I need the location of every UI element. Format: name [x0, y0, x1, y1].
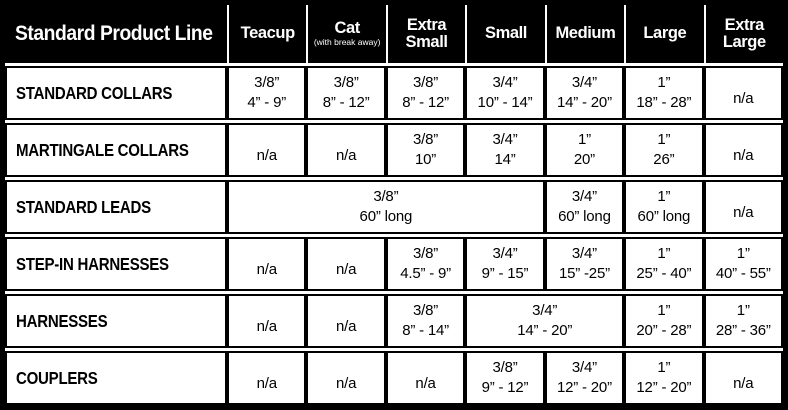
size-cell: 1” 26” — [624, 123, 704, 177]
size-cell: 3/8” 4” - 9” — [227, 66, 307, 120]
size-cell: 3/8” 4.5” - 9” — [385, 237, 466, 291]
size-cell: 1” 28” - 36” — [703, 294, 783, 348]
column-header-subtext: (with break away) — [313, 37, 381, 48]
column-header-label: Extra Small — [405, 15, 448, 51]
row-label-standard-leads: STANDARD LEADS — [5, 180, 227, 234]
row-label-couplers: COUPLERS — [5, 351, 227, 405]
na-cell: n/a — [306, 351, 386, 405]
size-cell: 3/8” 9” - 12” — [465, 351, 545, 405]
na-cell: n/a — [306, 294, 386, 348]
row-label-standard-collars: STANDARD COLLARS — [5, 66, 227, 120]
na-cell: n/a — [227, 237, 307, 291]
table-title: Standard Product Line — [15, 22, 213, 45]
row-label-text: STEP-IN HARNESSES — [16, 253, 169, 274]
na-cell: n/a — [306, 123, 386, 177]
table-title-cell: Standard Product Line — [5, 5, 227, 63]
column-header-extra-small: Extra Small — [385, 5, 466, 63]
column-header-label: Teacup — [240, 24, 296, 43]
size-cell: 3/4” 60” long — [544, 180, 625, 234]
size-cell: 3/4” 9” - 15” — [465, 237, 545, 291]
na-cell: n/a — [703, 351, 783, 405]
column-header-medium: Medium — [544, 5, 625, 63]
na-cell: n/a — [306, 237, 386, 291]
column-header-label: Small — [484, 24, 527, 43]
row-label-harnesses: HARNESSES — [5, 294, 227, 348]
size-cell: 3/4” 14” - 20” — [465, 294, 625, 348]
size-cell: 3/8” 8” - 12” — [385, 66, 466, 120]
size-cell: 3/4” 14” - 20” — [544, 66, 625, 120]
column-header-large: Large — [624, 5, 704, 63]
size-cell: 3/4” 10” - 14” — [465, 66, 545, 120]
column-header-cat: Cat (with break away) — [306, 5, 386, 63]
row-label-martingale-collars: MARTINGALE COLLARS — [5, 123, 227, 177]
column-header-label: Large — [643, 24, 687, 43]
size-cell: 3/8” 8” - 12” — [306, 66, 386, 120]
row-label-text: COUPLERS — [16, 367, 98, 388]
size-cell: 1” 12” - 20” — [624, 351, 704, 405]
row-label-text: STANDARD LEADS — [16, 196, 151, 217]
size-cell: 3/4” 14” — [465, 123, 545, 177]
row-label-text: MARTINGALE COLLARS — [16, 139, 189, 160]
row-label-text: HARNESSES — [16, 310, 108, 331]
na-cell: n/a — [703, 123, 783, 177]
column-header-label: Extra Large — [722, 15, 766, 51]
na-cell: n/a — [385, 351, 466, 405]
size-cell: 1” 60” long — [624, 180, 704, 234]
size-cell: 3/8” 10” — [385, 123, 466, 177]
row-label-step-in-harnesses: STEP-IN HARNESSES — [5, 237, 227, 291]
size-cell: 1” 25” - 40” — [624, 237, 704, 291]
size-cell: 1” 18” - 28” — [624, 66, 704, 120]
na-cell: n/a — [227, 294, 307, 348]
size-cell: 3/8” 8” - 14” — [385, 294, 466, 348]
size-cell: 3/4” 12” - 20” — [544, 351, 625, 405]
size-cell: 3/8” 60” long — [227, 180, 545, 234]
size-cell: 1” 40” - 55” — [703, 237, 783, 291]
column-header-label: Cat — [334, 19, 360, 38]
column-header-extra-large: Extra Large — [703, 5, 783, 63]
column-header-teacup: Teacup — [227, 5, 307, 63]
na-cell: n/a — [703, 66, 783, 120]
size-cell: 1” 20” — [544, 123, 625, 177]
column-header-label: Medium — [555, 24, 616, 43]
na-cell: n/a — [227, 351, 307, 405]
na-cell: n/a — [703, 180, 783, 234]
size-cell: 1” 20” - 28” — [624, 294, 704, 348]
na-cell: n/a — [227, 123, 307, 177]
column-header-small: Small — [465, 5, 545, 63]
row-label-text: STANDARD COLLARS — [16, 82, 173, 103]
size-cell: 3/4” 15” -25” — [544, 237, 625, 291]
